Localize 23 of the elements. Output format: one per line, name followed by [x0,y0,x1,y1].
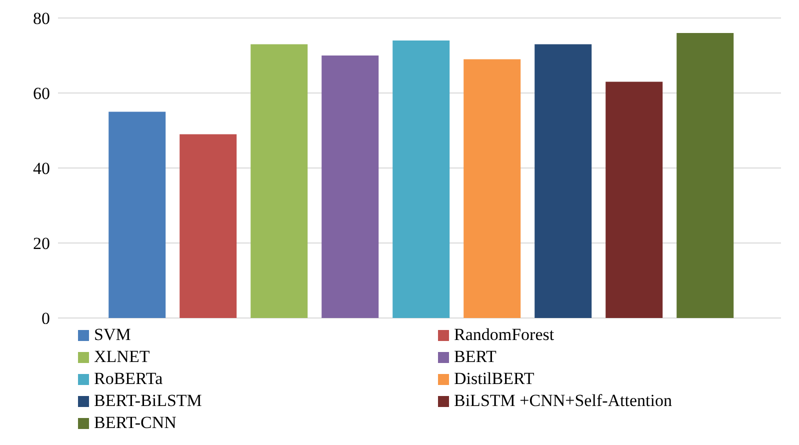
bar [108,112,166,318]
bar [250,44,308,318]
bar [322,56,379,318]
y-tick-label: 20 [33,234,50,254]
bar [464,59,521,318]
legend-label: BERT-BiLSTM [94,390,202,412]
legend-label: RandomForest [454,324,554,346]
y-tick-label: 80 [33,9,50,28]
bar [180,134,237,318]
bar [392,40,450,318]
legend-label: BERT [454,346,496,368]
y-tick-label: 0 [42,309,50,328]
legend-label: BiLSTM +CNN+Self-Attention [454,390,672,412]
legend-label: SVM [94,324,131,346]
bar [534,44,592,318]
y-tick-label: 40 [33,159,50,178]
bar [606,82,663,318]
y-tick-label: 60 [33,84,50,104]
legend-label: BERT-CNN [94,412,176,434]
bar [676,33,734,318]
legend-label: DistilBERT [454,368,534,390]
legend-label: XLNET [94,346,150,368]
legend-label: RoBERTa [94,368,163,390]
